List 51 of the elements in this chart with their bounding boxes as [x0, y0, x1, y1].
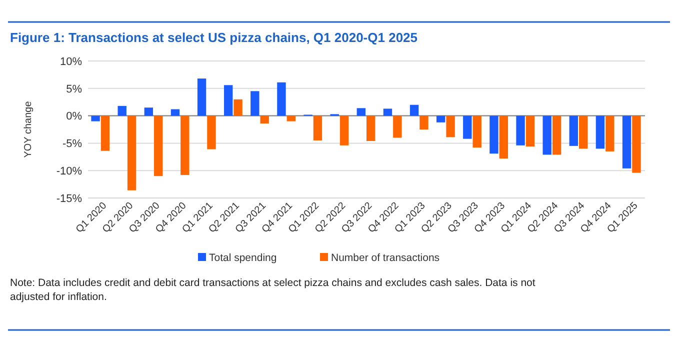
bar — [170, 109, 180, 116]
y-tick-label: 5% — [66, 83, 82, 96]
legend-label: Total spending — [209, 252, 277, 264]
legend-label: Number of transactions — [331, 252, 440, 264]
bar — [118, 106, 126, 116]
bar — [286, 116, 296, 122]
bar — [366, 116, 376, 142]
bar — [393, 116, 402, 138]
bar — [313, 116, 322, 140]
y-axis-title: YOY change — [23, 100, 34, 158]
bar — [499, 116, 508, 159]
bar — [569, 116, 578, 146]
bar — [463, 116, 472, 139]
bar — [260, 116, 269, 124]
chart-title: Figure 1: Transactions at select US pizza chains, Q1 2020-Q1 2025 — [10, 30, 418, 45]
bar — [472, 116, 482, 148]
bar — [207, 116, 216, 150]
bar — [596, 116, 605, 149]
bar — [622, 116, 632, 168]
bar — [410, 104, 419, 116]
bar — [578, 116, 588, 149]
bar — [91, 116, 100, 122]
y-tick-label: -15% — [56, 192, 82, 205]
bar — [516, 116, 525, 146]
bar — [180, 116, 190, 175]
bar — [420, 116, 428, 130]
bar — [552, 116, 562, 155]
bar — [526, 116, 535, 146]
y-tick-label: 10% — [60, 56, 82, 68]
bar — [356, 108, 366, 116]
bar — [144, 108, 154, 116]
bar — [277, 82, 286, 116]
bar — [127, 116, 136, 190]
bar — [340, 116, 349, 146]
y-tick-label: -5% — [62, 138, 82, 150]
bar — [632, 116, 641, 173]
bar — [224, 85, 233, 116]
bar — [154, 116, 163, 176]
bar — [100, 116, 110, 151]
bar — [446, 116, 455, 138]
text: Note: Data includes credit and debit card transactions at select pizza chains and excludes cash sales. Data is not adjusted for inflation. — [10, 277, 536, 303]
bar — [197, 78, 206, 116]
bar — [234, 99, 242, 116]
bar — [606, 116, 614, 152]
bar — [436, 116, 446, 122]
y-tick-label: -10% — [56, 165, 82, 178]
bar — [542, 116, 552, 155]
bar — [250, 91, 260, 116]
bar — [490, 116, 498, 154]
bar — [383, 108, 392, 116]
y-tick-label: 0% — [66, 110, 82, 123]
